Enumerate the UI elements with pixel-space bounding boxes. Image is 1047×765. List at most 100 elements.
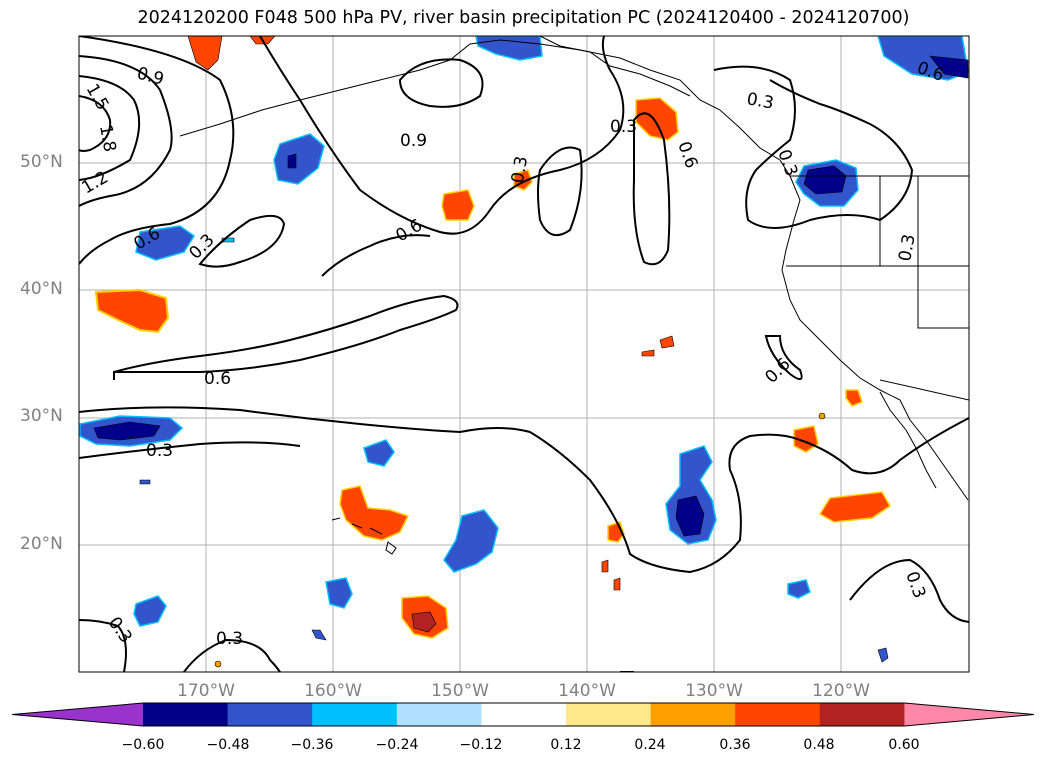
precip-positive-region [187, 36, 223, 71]
precip-negative-region [273, 133, 325, 185]
contour-label: 0.9 [135, 64, 166, 90]
lon-label: 140°W [558, 681, 616, 701]
pv-contour [113, 294, 459, 380]
precip-strong-negative-region [803, 165, 847, 195]
precip-positive-region [94, 288, 170, 334]
contour-label: 1.5 [82, 81, 113, 114]
precip-negative-region [325, 577, 353, 609]
precip-positive-region [339, 485, 410, 541]
precip-positive-region [845, 389, 863, 407]
map-area: 0.9 1.5 1.8 1.2 0.6 0.3 0.9 0.3 0.6 0.6 … [79, 36, 969, 672]
colorbar-tick-label: 0.24 [634, 737, 666, 753]
colorbar-outline [11, 702, 1035, 727]
contour-label: 0.3 [745, 89, 775, 113]
pv-contour [713, 65, 914, 229]
contour-label: 0.6 [393, 215, 426, 246]
precip-strong-negative-region [929, 55, 969, 79]
map-frame [78, 35, 970, 673]
pv-contour [79, 619, 127, 672]
pv-contour [79, 406, 969, 574]
precip-positive-region [818, 491, 891, 523]
precip-negative-region [877, 647, 889, 663]
precip-positive-region [659, 335, 675, 349]
precip-negative-region [139, 479, 151, 485]
colorbar-segment [819, 703, 905, 726]
precip-positive-region [214, 660, 222, 668]
pv-contour [198, 214, 286, 268]
colorbar-segment [143, 703, 229, 726]
precip-negative-region [135, 225, 196, 261]
lon-label: 130°W [685, 681, 743, 701]
contour-label: 0.6 [761, 354, 794, 387]
precip-negative-region [133, 595, 167, 627]
lon-label: 120°W [812, 681, 870, 701]
lat-label: 40°N [20, 279, 63, 299]
contour-label: 0.3 [773, 147, 801, 179]
colorbar-segment [650, 703, 736, 726]
colorbar-tick-label: −0.36 [290, 737, 334, 753]
precip-negative-region [787, 579, 811, 599]
alaska-mainland-coast [539, 36, 691, 97]
precip-negative-region [363, 439, 395, 467]
colorbar-tick-label: −0.48 [206, 737, 250, 753]
colorbar-segment [566, 703, 652, 726]
contour-label: 0.3 [216, 629, 243, 649]
lat-label: 20°N [20, 534, 63, 554]
pv-contour [79, 441, 301, 459]
precip-strong-negative-region [287, 153, 297, 169]
pv-contour [632, 112, 671, 266]
colorbar-tick-label: −0.12 [459, 737, 503, 753]
colorbar-tick-label: 0.36 [719, 737, 751, 753]
colorbar [11, 702, 1035, 727]
pv-contour [79, 75, 141, 181]
lat-label: 30°N [20, 406, 63, 426]
colorbar-tick-label: 0.48 [803, 737, 835, 753]
pv-contour [398, 58, 484, 108]
pv-contour [79, 36, 235, 265]
pv-contour [79, 95, 112, 152]
colorbar-extend-low [12, 703, 143, 726]
pv-contour [321, 234, 431, 277]
alaska-aleutian-coast [179, 39, 791, 177]
coastlines [179, 36, 969, 555]
contour-label: 0.3 [895, 233, 919, 263]
colorbar-tick-label: −0.60 [121, 737, 165, 753]
contour-label: 0.3 [104, 613, 136, 647]
precip-positive-region [818, 412, 826, 420]
precip-positive-region [613, 577, 621, 591]
precip-negative-region [311, 629, 327, 641]
precip-regions [79, 36, 969, 668]
colorbar-extend-high [904, 703, 1034, 726]
contour-label: 0.9 [400, 131, 427, 151]
precip-strong-negative-region [93, 421, 161, 441]
pv-contour [849, 558, 969, 623]
state-border [786, 176, 969, 401]
colorbar-segment [312, 703, 398, 726]
precip-strong-positive-region [411, 611, 437, 633]
colorbar-tick-label: 0.12 [550, 737, 582, 753]
contour-label: 0.3 [508, 155, 532, 185]
contour-label: 1.8 [95, 123, 119, 153]
na-west-coast [781, 175, 969, 501]
contour-label: 0.6 [204, 369, 231, 389]
contour-label: 0.3 [146, 441, 173, 461]
precip-positive-region [601, 559, 609, 573]
colorbar-segment [396, 703, 482, 726]
pv-contour [183, 638, 281, 672]
map-title: 2024120200 F048 500 hPa PV, river basin … [137, 8, 910, 28]
colorbar-tick-label: 0.60 [888, 737, 920, 753]
precip-negative-region [443, 509, 499, 573]
precip-positive-region [635, 97, 679, 141]
contour-label: 0.3 [901, 569, 929, 601]
pv-contour [259, 36, 625, 235]
lon-label: 160°W [304, 681, 362, 701]
precip-positive-region [641, 349, 655, 357]
pv-contour [79, 55, 173, 207]
lat-label: 50°N [20, 152, 63, 172]
colorbar-segment [481, 703, 567, 726]
pv-contour [537, 146, 583, 237]
colorbar-segment [735, 703, 821, 726]
precip-negative-region [475, 36, 543, 61]
contour-label: 0.3 [610, 117, 637, 137]
